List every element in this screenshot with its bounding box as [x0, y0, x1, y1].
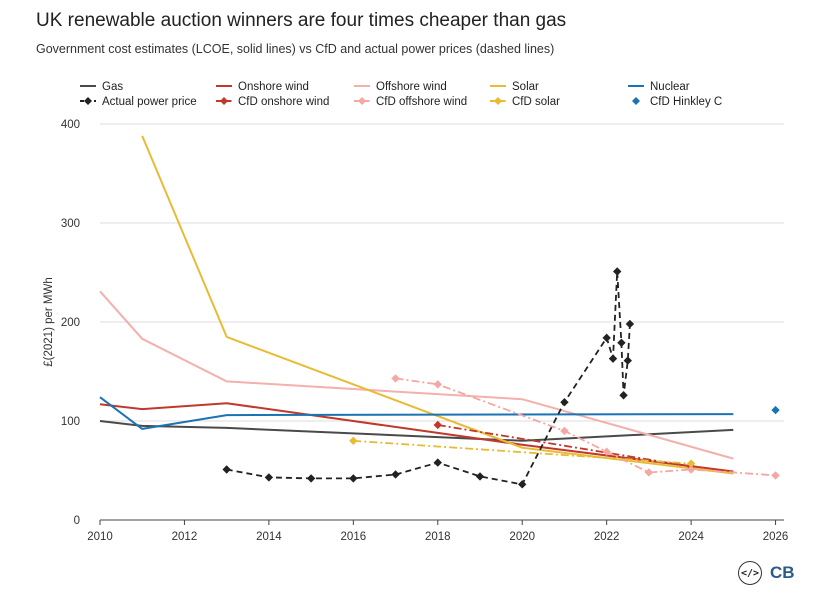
series-nuclear: [99, 396, 734, 430]
chart-title: UK renewable auction winners are four ti…: [36, 10, 567, 31]
x-tick-label: 2018: [425, 531, 451, 543]
legend-marker: [220, 97, 228, 105]
legend-marker: [494, 97, 502, 105]
data-point: [560, 426, 569, 436]
legend: Gas Onshore wind Offshore wind Solar Nuclear…: [80, 81, 722, 108]
data-point: [602, 447, 611, 456]
x-tick-label: 2026: [763, 531, 789, 543]
series-solar: [141, 135, 734, 475]
series-line: [437, 424, 692, 468]
data-point: [391, 470, 400, 479]
x-tick-label: 2014: [256, 531, 282, 543]
legend-item: CfD Hinkley C: [632, 96, 722, 108]
series-actual-power-price: [222, 267, 635, 489]
series-line: [99, 402, 734, 473]
series-lines: [99, 135, 780, 489]
data-point: [306, 474, 316, 483]
y-tick-label: 100: [61, 416, 80, 428]
data-point: [613, 267, 622, 276]
data-point: [644, 468, 654, 477]
legend-label: CfD solar: [512, 96, 560, 108]
series-gas: [99, 420, 734, 442]
legend-item: Solar: [490, 81, 539, 93]
legend-label: CfD onshore wind: [238, 96, 329, 108]
x-tick-label: 2012: [172, 531, 198, 543]
legend-item: CfD onshore wind: [216, 96, 329, 108]
y-tick-label: 300: [61, 218, 80, 230]
data-point: [560, 397, 569, 407]
data-point: [222, 465, 231, 474]
legend-item: Actual power price: [80, 96, 197, 108]
legend-label: Actual power price: [102, 96, 197, 108]
data-point: [617, 338, 626, 347]
legend-item: Offshore wind: [354, 81, 447, 93]
data-point: [686, 465, 696, 474]
series-line: [99, 420, 734, 442]
legend-marker: [84, 97, 92, 105]
data-point: [771, 405, 780, 415]
legend-label: Offshore wind: [376, 81, 447, 93]
legend-item: Onshore wind: [216, 81, 309, 93]
data-point: [608, 354, 618, 363]
legend-item: Nuclear: [628, 81, 690, 93]
legend-item: CfD offshore wind: [354, 96, 467, 108]
series-cfd-hinkley-c: [771, 405, 780, 415]
y-tick-label: 0: [74, 515, 80, 527]
code-embed-icon[interactable]: </>: [738, 561, 762, 585]
legend-item: Gas: [80, 81, 123, 93]
legend-item: CfD solar: [490, 96, 560, 108]
data-point: [771, 471, 780, 480]
y-tick-label: 200: [61, 317, 80, 329]
data-point: [433, 458, 442, 467]
legend-label: Nuclear: [650, 81, 690, 93]
legend-label: CfD Hinkley C: [650, 96, 722, 108]
chart-subtitle: Government cost estimates (LCOE, solid l…: [36, 42, 555, 56]
series-offshore-wind: [99, 290, 734, 460]
data-point: [349, 436, 358, 445]
x-tick-label: 2020: [509, 531, 535, 543]
legend-marker: [358, 97, 366, 105]
series-cfd-offshore-wind: [391, 374, 780, 480]
series-line: [395, 377, 776, 477]
x-tick-label: 2010: [87, 531, 113, 543]
y-tick-label: 400: [61, 119, 80, 131]
data-point: [602, 333, 611, 343]
data-point: [433, 420, 442, 430]
data-point: [475, 472, 485, 481]
legend-label: CfD offshore wind: [376, 96, 467, 108]
legend-label: Gas: [102, 81, 123, 93]
data-point: [518, 480, 527, 489]
data-point: [391, 374, 400, 383]
series-line: [99, 396, 734, 430]
legend-marker: [632, 97, 640, 105]
gridlines: [100, 123, 784, 422]
series-line: [141, 135, 734, 475]
series-onshore-wind: [99, 402, 734, 473]
data-point: [433, 380, 442, 389]
x-tick-label: 2024: [678, 531, 704, 543]
legend-label: Solar: [512, 81, 539, 93]
carbon-brief-logo: CB: [770, 563, 795, 582]
axes: 0 100 200 300 400 2010 2012 2014 2016 2018 2020 202…: [61, 119, 789, 543]
brand-logo: </> CB: [738, 561, 795, 585]
series-cfd-solar: [349, 436, 696, 468]
data-point: [264, 473, 274, 482]
data-point: [349, 474, 358, 483]
data-point: [623, 356, 632, 365]
series-line: [99, 290, 734, 460]
data-point: [686, 459, 696, 468]
x-tick-label: 2022: [594, 531, 620, 543]
data-point: [625, 319, 635, 329]
legend-label: Onshore wind: [238, 81, 309, 93]
y-axis-label: £(2021) per MWh: [43, 277, 55, 366]
x-tick-label: 2016: [341, 531, 367, 543]
data-point: [619, 391, 628, 400]
